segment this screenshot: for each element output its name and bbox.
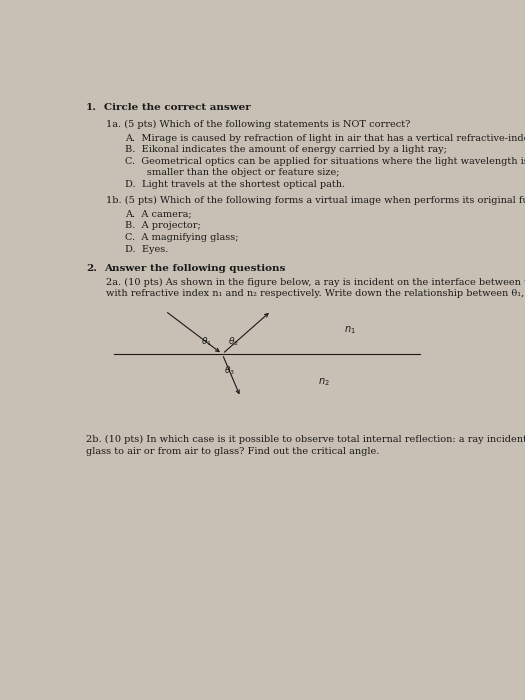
Text: $n_1$: $n_1$ bbox=[344, 324, 356, 336]
Text: $\theta_1$: $\theta_1$ bbox=[201, 335, 212, 348]
Text: $\theta_3$: $\theta_3$ bbox=[224, 365, 235, 377]
Text: $\theta_2$: $\theta_2$ bbox=[228, 335, 239, 348]
Text: 2a. (10 pts) As shown in the figure below, a ray is incident on the interface be: 2a. (10 pts) As shown in the figure belo… bbox=[106, 277, 525, 286]
Text: smaller than the object or feature size;: smaller than the object or feature size; bbox=[124, 168, 339, 177]
Text: glass to air or from air to glass? Find out the critical angle.: glass to air or from air to glass? Find … bbox=[86, 447, 380, 456]
Text: 1.: 1. bbox=[86, 103, 97, 112]
Text: B.  Eikonal indicates the amount of energy carried by a light ray;: B. Eikonal indicates the amount of energ… bbox=[124, 146, 446, 155]
Text: 1b. (5 pts) Which of the following forms a virtual image when performs its origi: 1b. (5 pts) Which of the following forms… bbox=[106, 196, 525, 205]
Text: Circle the correct answer: Circle the correct answer bbox=[104, 103, 251, 112]
Text: Answer the following questions: Answer the following questions bbox=[104, 264, 286, 273]
Text: D.  Eyes.: D. Eyes. bbox=[124, 245, 168, 254]
Text: B.  A projector;: B. A projector; bbox=[124, 221, 201, 230]
Text: A.  A camera;: A. A camera; bbox=[124, 209, 191, 218]
Text: C.  Geometrical optics can be applied for situations where the light wavelength : C. Geometrical optics can be applied for… bbox=[124, 158, 525, 167]
Text: D.  Light travels at the shortest optical path.: D. Light travels at the shortest optical… bbox=[124, 180, 345, 189]
Text: C.  A magnifying glass;: C. A magnifying glass; bbox=[124, 233, 238, 242]
Text: with refractive index n₁ and n₂ respectively. Write down the relationship betwee: with refractive index n₁ and n₂ respecti… bbox=[106, 289, 525, 298]
Text: 2b. (10 pts) In which case is it possible to observe total internal reflection: : 2b. (10 pts) In which case is it possibl… bbox=[86, 435, 525, 444]
Text: A.  Mirage is caused by refraction of light in air that has a vertical refractiv: A. Mirage is caused by refraction of lig… bbox=[124, 134, 525, 143]
Text: $n_2$: $n_2$ bbox=[318, 376, 330, 388]
Text: 2.: 2. bbox=[86, 264, 97, 273]
Text: 1a. (5 pts) Which of the following statements is NOT correct?: 1a. (5 pts) Which of the following state… bbox=[106, 120, 411, 130]
